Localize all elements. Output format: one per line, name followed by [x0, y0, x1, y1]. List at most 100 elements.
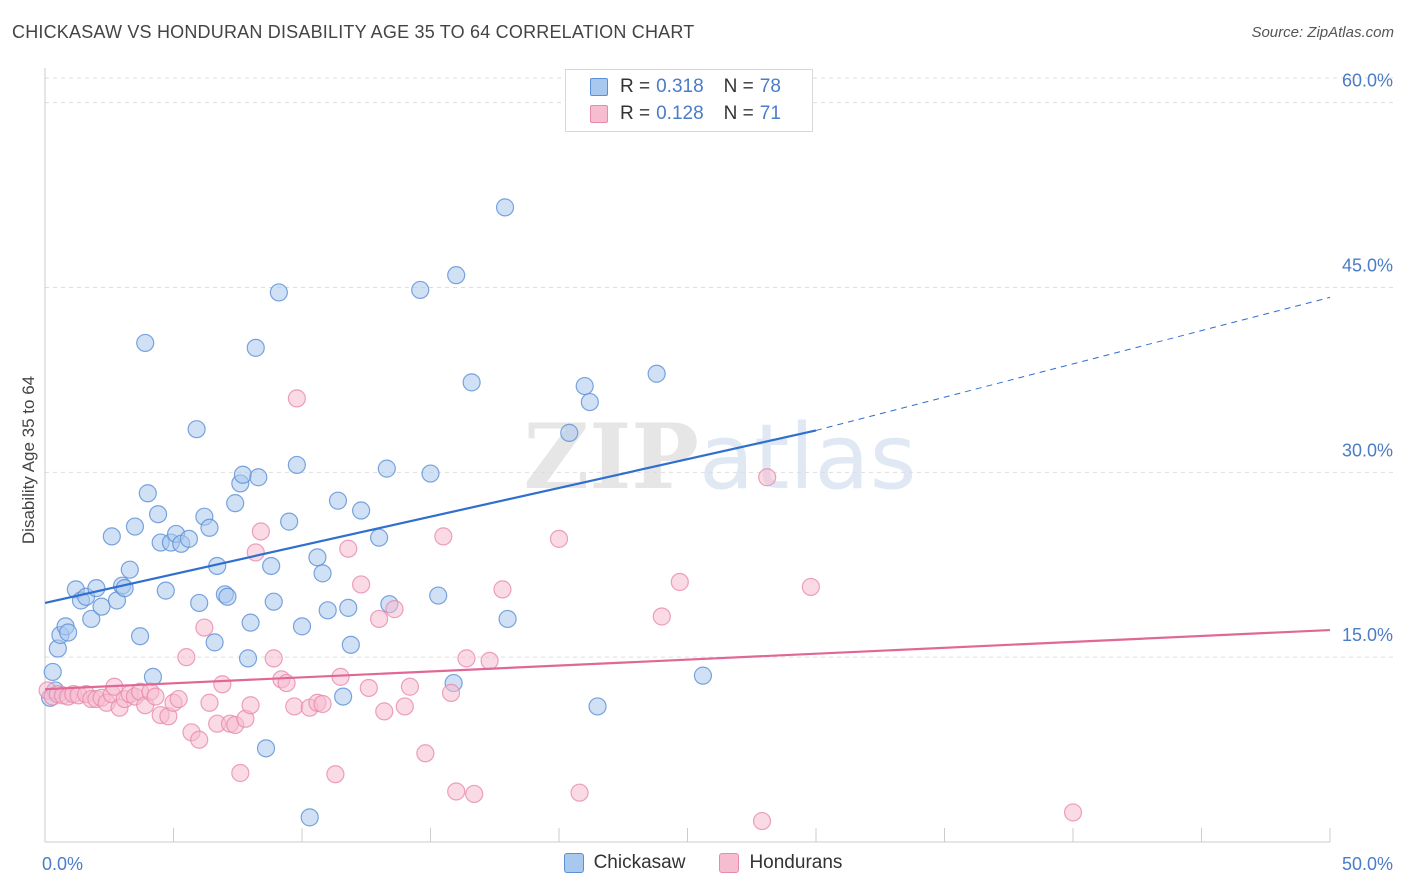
chickasaw-swatch — [563, 853, 584, 873]
x-tick-label: 0.0% — [42, 854, 83, 874]
hondurans-point — [146, 687, 165, 706]
chickasaw-swatch — [590, 78, 608, 96]
source-label: Source: ZipAtlas.com — [1251, 24, 1394, 41]
hondurans-point — [339, 539, 358, 558]
n-value: 71 — [759, 103, 781, 124]
chickasaw-point — [300, 808, 319, 827]
hondurans-point — [385, 600, 404, 619]
chickasaw-point — [693, 666, 713, 685]
chickasaw-point — [421, 464, 440, 483]
r-value: 0.318 — [656, 76, 704, 97]
chickasaw-point — [339, 598, 358, 617]
chickasaw-point — [92, 597, 111, 616]
hondurans-point — [493, 580, 512, 599]
hondurans-point — [287, 389, 306, 408]
chickasaw-point — [352, 501, 371, 520]
chickasaw-point — [370, 528, 389, 547]
n-label: N = — [723, 103, 754, 124]
legend-item-chickasaw[interactable]: Chickasaw — [563, 852, 686, 874]
chickasaw-point — [328, 491, 348, 510]
chickasaw-point — [136, 333, 155, 353]
chickasaw-point — [148, 505, 168, 524]
hondurans-point — [465, 784, 484, 804]
chickasaw-point — [318, 601, 337, 620]
chart-title: CHICKASAW VS HONDURAN DISABILITY AGE 35 … — [12, 22, 695, 42]
chickasaw-point — [292, 617, 312, 636]
chickasaw-point — [87, 579, 106, 598]
hondurans-point — [359, 678, 378, 698]
chickasaw-point — [82, 609, 101, 629]
hondurans-trendline — [44, 628, 1331, 691]
hondurans-point — [370, 609, 389, 629]
y-tick-label: 15.0% — [1342, 625, 1393, 645]
hondurans-point — [352, 575, 371, 594]
hondurans-point — [400, 677, 420, 696]
chickasaw-point — [287, 455, 306, 475]
hondurans-point — [241, 696, 260, 715]
hondurans-point — [213, 675, 232, 694]
chickasaw-point — [647, 364, 666, 383]
hondurans-point — [264, 649, 283, 668]
chickasaw-point — [313, 564, 332, 583]
hondurans-point — [195, 618, 214, 637]
chickasaw-point — [447, 266, 466, 285]
hondurans-point — [441, 683, 461, 702]
hondurans-point — [200, 693, 219, 712]
chickasaw-point — [575, 376, 594, 396]
hondurans-point — [752, 811, 772, 831]
hondurans-point — [313, 694, 332, 714]
chickasaw-point — [249, 468, 268, 487]
hondurans-point — [326, 765, 345, 784]
chickasaw-point — [256, 739, 276, 758]
chickasaw-point — [156, 581, 175, 600]
chickasaw-point — [115, 579, 134, 598]
y-tick-label: 30.0% — [1342, 440, 1393, 460]
hondurans-point — [480, 651, 499, 670]
chickasaw-point — [560, 423, 579, 442]
series-legend: Chickasaw Hondurans — [0, 852, 1406, 874]
chickasaw-point — [120, 560, 139, 579]
chickasaw-point — [264, 592, 283, 611]
chickasaw-point — [125, 517, 145, 536]
hondurans-point — [177, 648, 196, 667]
hondurans-point — [670, 572, 689, 592]
hondurans-point — [758, 468, 777, 487]
chickasaw-point — [233, 465, 252, 484]
chickasaw-point — [130, 627, 150, 646]
n-value: 78 — [759, 76, 781, 97]
chickasaw-point — [102, 527, 121, 546]
hondurans-point — [457, 649, 476, 668]
legend-label: Hondurans — [749, 852, 843, 873]
chickasaw-point — [411, 280, 430, 300]
hondurans-swatch — [719, 853, 740, 873]
chickasaw-point — [187, 420, 206, 439]
chickasaw-point — [218, 587, 237, 606]
chickasaw-point — [377, 459, 396, 478]
chickasaw-trendline — [44, 429, 817, 605]
r-value: 0.128 — [656, 103, 704, 124]
r-label: R = — [620, 76, 651, 97]
chickasaw-point — [588, 697, 607, 716]
chickasaw-point — [341, 635, 360, 654]
legend-row-chickasaw: R = 0.318 N = 78 — [590, 75, 787, 99]
hondurans-point — [652, 607, 671, 626]
chickasaw-point — [462, 373, 481, 392]
hondurans-point — [801, 577, 820, 597]
chickasaw-point — [179, 529, 199, 548]
chickasaw-point — [429, 586, 448, 605]
chickasaw-point — [200, 518, 219, 537]
chickasaw-point — [205, 633, 224, 652]
x-tick-label: 50.0% — [1342, 854, 1393, 874]
chickasaw-point — [498, 609, 517, 629]
legend-item-hondurans[interactable]: Hondurans — [719, 852, 842, 874]
chickasaw-point — [190, 593, 209, 613]
hondurans-point — [251, 522, 270, 541]
hondurans-point — [434, 527, 453, 546]
hondurans-point — [570, 783, 589, 802]
hondurans-point — [1063, 803, 1083, 822]
legend-label: Chickasaw — [593, 852, 686, 873]
legend-row-hondurans: R = 0.128 N = 71 — [590, 102, 787, 126]
chickasaw-point — [143, 667, 163, 686]
watermark: ZIPatlas — [524, 404, 917, 510]
